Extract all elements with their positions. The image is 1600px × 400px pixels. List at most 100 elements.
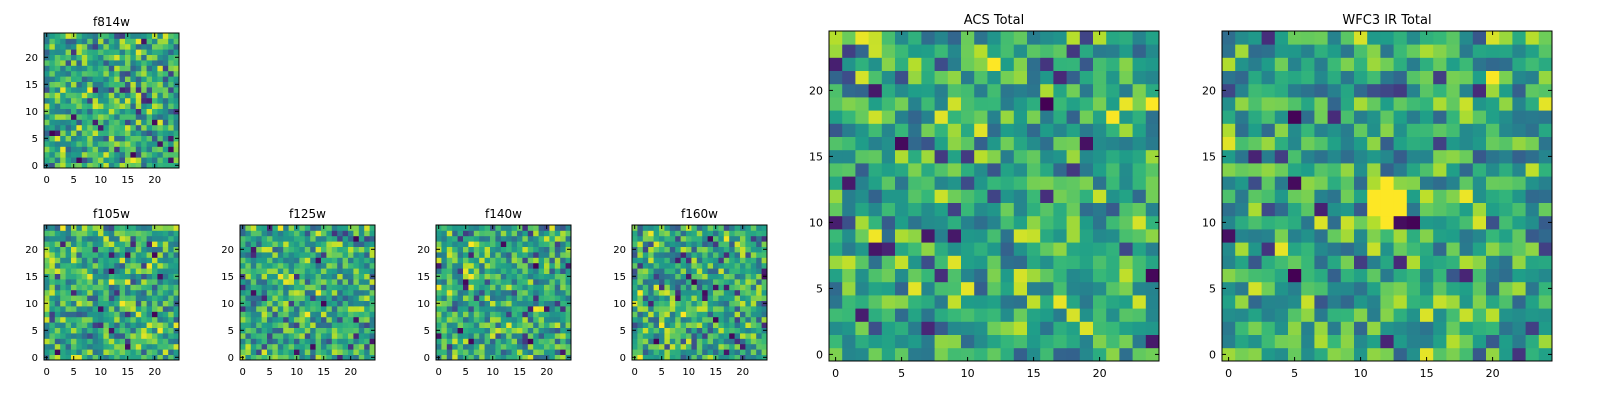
heatmap-cell	[299, 257, 306, 264]
heatmap-cell	[168, 246, 174, 253]
heatmap-cell	[1261, 176, 1276, 190]
heatmap-cell	[146, 70, 153, 77]
heatmap-cell	[261, 289, 268, 296]
heatmap-cell	[157, 338, 164, 345]
heatmap-cell	[125, 130, 131, 136]
heatmap-cell	[294, 327, 300, 334]
heatmap-cell	[511, 235, 518, 242]
heatmap-cell	[642, 300, 649, 307]
heatmap-cell	[908, 57, 922, 71]
heatmap-cell	[1053, 334, 1067, 349]
heatmap-cell	[680, 311, 687, 318]
heatmap-cell	[653, 311, 660, 318]
heatmap-cell	[664, 295, 671, 301]
heatmap-cell	[65, 114, 72, 120]
x-tick-label: 20	[148, 367, 161, 378]
heatmap-cell	[310, 230, 316, 237]
heatmap-cell	[114, 124, 120, 131]
heatmap-cell	[637, 279, 644, 285]
heatmap-cell	[141, 146, 147, 153]
heatmap-cell	[473, 295, 480, 301]
heatmap-cell	[560, 316, 566, 323]
heatmap-cell	[961, 308, 975, 322]
heatmap-cell	[1288, 44, 1302, 58]
heatmap-cell	[283, 338, 289, 345]
heatmap-cell	[908, 202, 922, 217]
heatmap-cell	[934, 347, 949, 362]
heatmap-cell	[141, 60, 147, 66]
heatmap-cell	[162, 60, 169, 66]
heatmap-cell	[648, 289, 654, 296]
heatmap-cell	[168, 146, 174, 153]
heatmap-cell	[315, 268, 322, 274]
heatmap-cell	[1406, 281, 1421, 296]
heatmap-cell	[294, 343, 300, 350]
heatmap-cell	[1433, 70, 1447, 85]
heatmap-cell	[1406, 215, 1421, 230]
heatmap-cell	[696, 235, 703, 242]
heatmap-cell	[256, 262, 262, 269]
heatmap-cell	[1132, 321, 1147, 335]
heatmap-cell	[146, 81, 153, 88]
heatmap-cell	[108, 43, 115, 50]
heatmap-cell	[829, 123, 843, 137]
heatmap-cell	[358, 333, 365, 339]
heatmap-cell	[299, 338, 306, 345]
heatmap-cell	[522, 257, 529, 264]
heatmap-cell	[947, 31, 962, 45]
heatmap-cell	[125, 157, 131, 163]
heatmap-cell	[54, 70, 61, 77]
heatmap-cell	[364, 322, 370, 328]
heatmap-cell	[261, 333, 268, 339]
heatmap-cell	[60, 162, 66, 169]
heatmap-cell	[49, 316, 56, 323]
heatmap-cell	[549, 354, 556, 361]
heatmap-cell	[87, 246, 93, 253]
heatmap-cell	[283, 246, 289, 253]
heatmap-cell	[842, 44, 856, 58]
heatmap-cell	[934, 295, 949, 309]
heatmap-cell	[1222, 176, 1236, 190]
heatmap-cell	[1420, 268, 1434, 283]
heatmap-cell	[261, 306, 268, 312]
heatmap-cell	[463, 322, 469, 328]
heatmap-cell	[141, 268, 147, 274]
heatmap-cell	[881, 268, 896, 283]
heatmap-cell	[1040, 308, 1054, 322]
heatmap-cell	[1027, 347, 1041, 362]
heatmap-cell	[446, 306, 453, 312]
heatmap-cell	[1327, 136, 1342, 151]
heatmap-cell	[364, 354, 370, 361]
heatmap-cell	[479, 354, 485, 361]
heatmap-cell	[1301, 334, 1315, 349]
heatmap-cell	[1393, 123, 1408, 137]
heatmap-cell	[1367, 189, 1381, 203]
heatmap-cell	[49, 38, 56, 45]
heatmap-cell	[98, 130, 104, 136]
heatmap-cell	[76, 135, 83, 142]
heatmap-cell	[961, 57, 975, 71]
heatmap-cell	[881, 229, 896, 243]
heatmap-cell	[511, 333, 518, 339]
heatmap-cell	[855, 123, 869, 137]
heatmap-cell	[436, 295, 442, 301]
heatmap-cell	[71, 70, 77, 77]
heatmap-cell	[157, 252, 164, 258]
heatmap-cell	[452, 295, 458, 301]
heatmap-cell	[114, 300, 120, 307]
heatmap-cell	[1486, 308, 1500, 322]
heatmap-cell	[1066, 295, 1081, 309]
heatmap-cell	[895, 334, 909, 349]
heatmap-cell	[675, 230, 681, 237]
heatmap-cell	[1000, 97, 1015, 111]
heatmap-cell	[168, 252, 174, 258]
heatmap-cell	[1000, 242, 1015, 256]
heatmap-cell	[250, 268, 257, 274]
heatmap-cell	[842, 83, 856, 98]
heatmap-cell	[87, 354, 93, 361]
heatmap-cell	[240, 257, 246, 264]
heatmap-cell	[1132, 163, 1147, 177]
heatmap-cell	[364, 225, 370, 231]
heatmap-cell	[1040, 57, 1054, 71]
heatmap-cell	[745, 300, 752, 307]
